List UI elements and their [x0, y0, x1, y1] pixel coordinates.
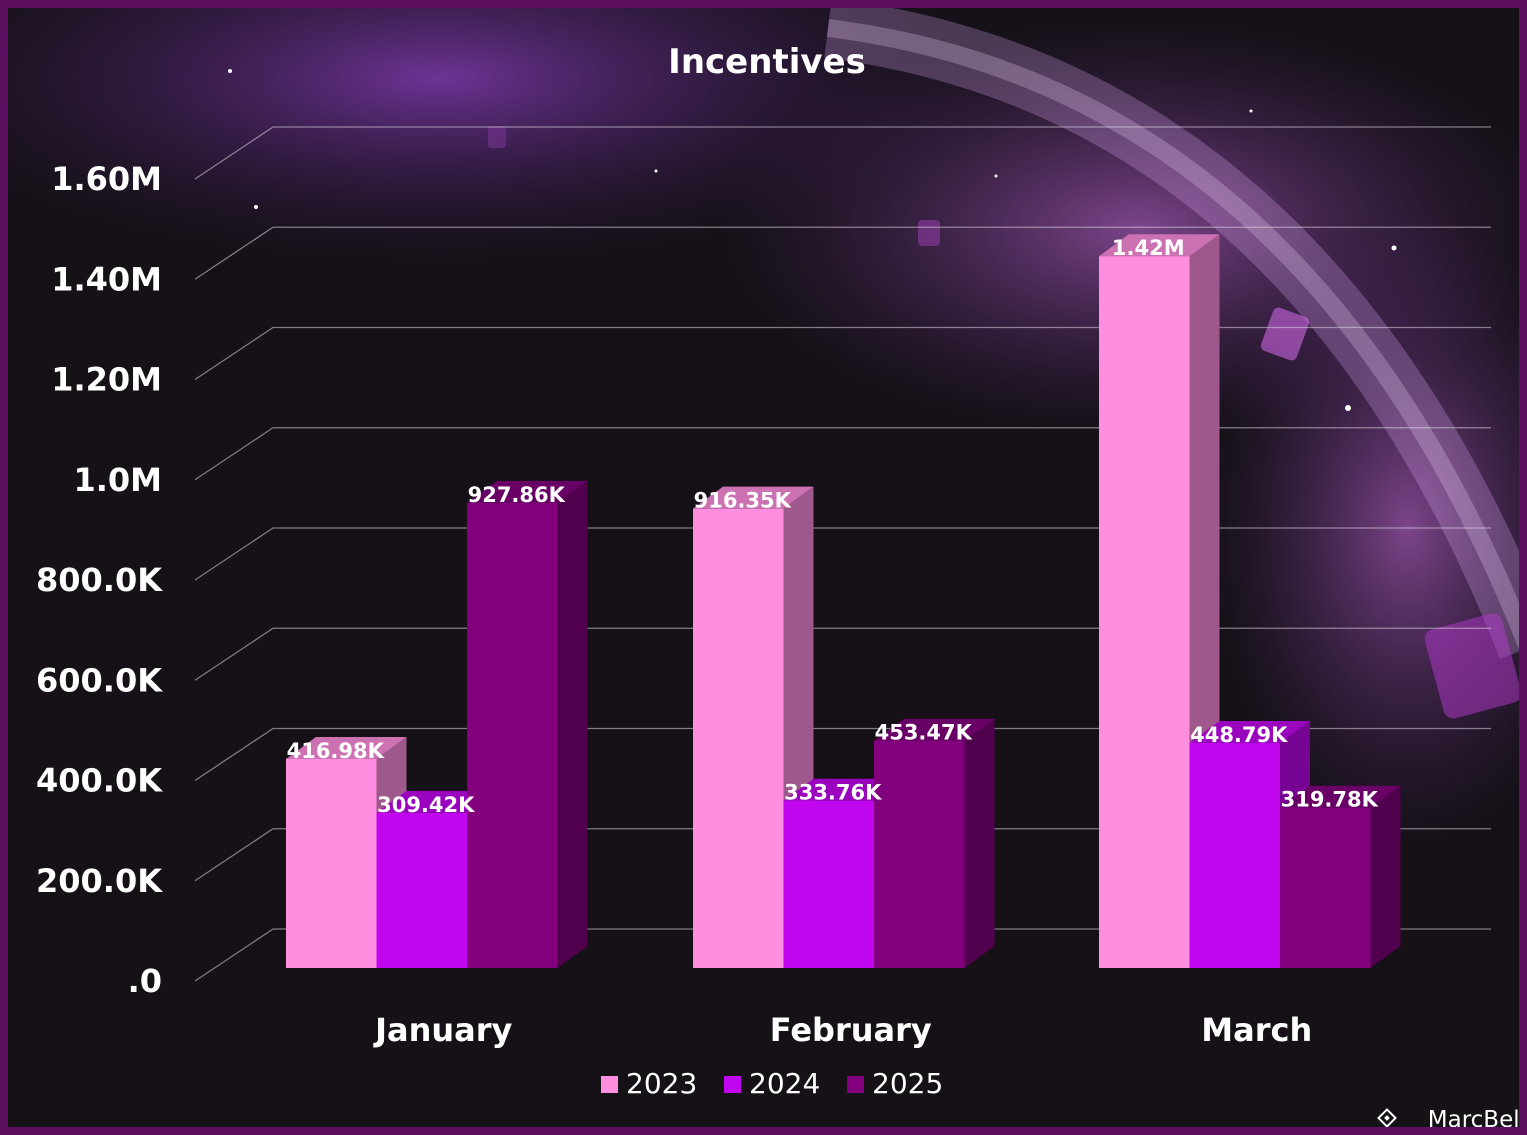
bar-2023-february: [693, 486, 814, 968]
bar-2025-january: [467, 480, 588, 968]
data-label: 1.42M: [1112, 236, 1185, 260]
bar-top: [1280, 785, 1401, 808]
legend-swatch: [601, 1076, 618, 1093]
bar-side: [557, 480, 588, 968]
gridlines: [194, 126, 1491, 982]
gridline: [194, 126, 1491, 180]
data-label: 448.79K: [1190, 723, 1288, 747]
y-tick-label: 1.40M: [51, 260, 162, 298]
legend: 2023 2024 2025: [601, 1067, 943, 1100]
bar-front: [1189, 743, 1280, 968]
bar-top: [874, 718, 995, 741]
x-tick-label: January: [373, 1011, 512, 1049]
legend-label: 2023: [626, 1067, 697, 1100]
bars: [286, 234, 1401, 969]
data-label: 416.98K: [287, 739, 385, 763]
gridline: [194, 928, 1491, 982]
bar-front: [874, 740, 965, 968]
diamond-logo-icon: [1377, 1108, 1397, 1127]
bar-side: [964, 718, 995, 968]
watermark-text: MarcBell: [1428, 1107, 1526, 1133]
bar-front: [1280, 807, 1371, 968]
legend-item-2023: 2023: [601, 1067, 697, 1100]
bar-2024-march: [1189, 721, 1310, 968]
gridline: [194, 828, 1491, 882]
legend-item-2025: 2025: [847, 1067, 943, 1100]
data-label: 333.76K: [784, 781, 882, 805]
gridline: [194, 326, 1491, 381]
gridline: [194, 727, 1491, 782]
y-tick-label: 1.20M: [51, 361, 162, 399]
bar-front: [286, 758, 377, 968]
bar-front: [783, 800, 874, 968]
bar-2025-march: [1280, 785, 1401, 968]
background-decoration: [8, 8, 1519, 848]
bar-top: [1189, 721, 1310, 744]
x-axis: January February March: [373, 1011, 1312, 1049]
legend-label: 2025: [872, 1067, 943, 1100]
bar-front: [467, 502, 558, 968]
gridline: [194, 627, 1491, 681]
data-label: 927.86K: [468, 483, 566, 507]
data-labels: 416.98K 309.42K 927.86K 916.35K 333.76K 453.4…: [287, 236, 1379, 817]
x-tick-label: February: [770, 1011, 932, 1049]
bar-top: [376, 790, 497, 813]
y-tick-label: 400.0K: [36, 762, 163, 800]
bar-front: [376, 812, 467, 968]
y-tick-label: 600.0K: [36, 661, 163, 699]
y-tick-label: 1.0M: [73, 461, 162, 499]
bar-2025-february: [874, 718, 995, 968]
gridline: [194, 226, 1491, 280]
watermark: MarcBell: [1377, 1107, 1526, 1133]
legend-swatch: [724, 1076, 741, 1093]
y-tick-label: 800.0K: [36, 561, 163, 599]
data-label: 916.35K: [694, 489, 792, 513]
bar-top: [286, 736, 407, 759]
bar-top: [783, 778, 904, 801]
bar-front: [1099, 256, 1190, 969]
bar-top: [693, 486, 814, 509]
gridline: [194, 527, 1491, 581]
chart: .0 200.0K 400.0K 600.0K 800.0K 1.0M 1.20M 1.40M…: [8, 8, 1526, 1133]
bar-front: [693, 508, 784, 968]
data-label: 319.78K: [1281, 788, 1379, 812]
bar-side: [1370, 785, 1401, 968]
legend-label: 2024: [749, 1067, 820, 1100]
legend-item-2024: 2024: [724, 1067, 820, 1100]
legend-swatch: [847, 1076, 864, 1093]
gridline: [194, 427, 1491, 481]
data-label: 453.47K: [875, 721, 973, 745]
bar-top: [1099, 234, 1220, 257]
y-axis: .0 200.0K 400.0K 600.0K 800.0K 1.0M 1.20M 1.40M…: [36, 160, 163, 1000]
data-label: 309.42K: [377, 793, 475, 817]
x-tick-label: March: [1201, 1011, 1312, 1049]
y-tick-label: 1.60M: [51, 160, 162, 198]
chart-title: Incentives: [668, 42, 866, 82]
bar-2023-january: [286, 736, 407, 968]
bar-top: [467, 480, 588, 503]
y-tick-label: 200.0K: [36, 862, 163, 900]
y-tick-label: .0: [128, 962, 162, 1000]
